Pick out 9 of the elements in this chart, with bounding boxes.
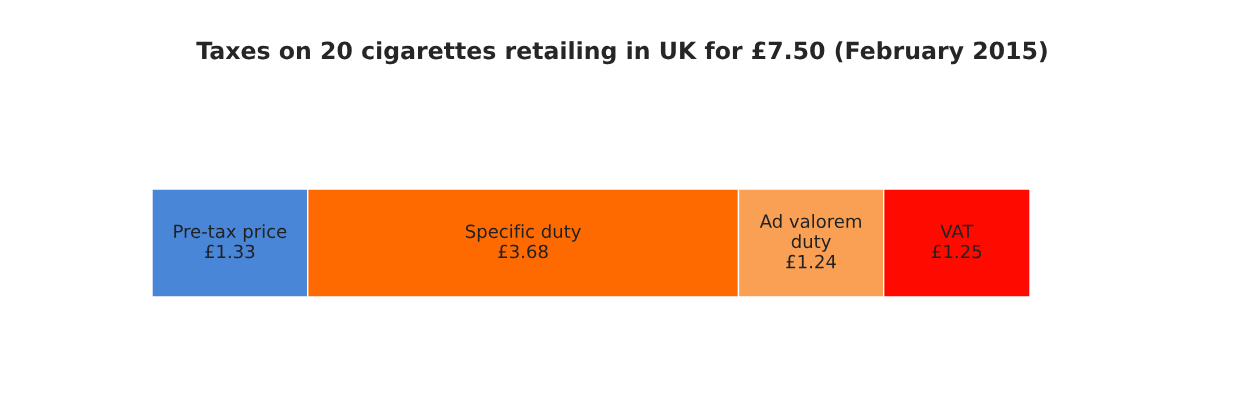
data-label: £1.33 bbox=[205, 244, 255, 259]
series-label: Specific duty bbox=[465, 224, 581, 242]
chart-title: Taxes on 20 cigarettes retailing in UK for £7.50 (February 2015) bbox=[196, 41, 1047, 65]
data-label: £1.25 bbox=[932, 244, 982, 259]
series-label: Ad valorem duty bbox=[759, 214, 861, 252]
series-label: Pre-tax price bbox=[174, 224, 287, 242]
data-label: £1.24 bbox=[786, 254, 836, 269]
series-label: VAT bbox=[940, 224, 974, 238]
data-label: £3.68 bbox=[498, 244, 548, 259]
